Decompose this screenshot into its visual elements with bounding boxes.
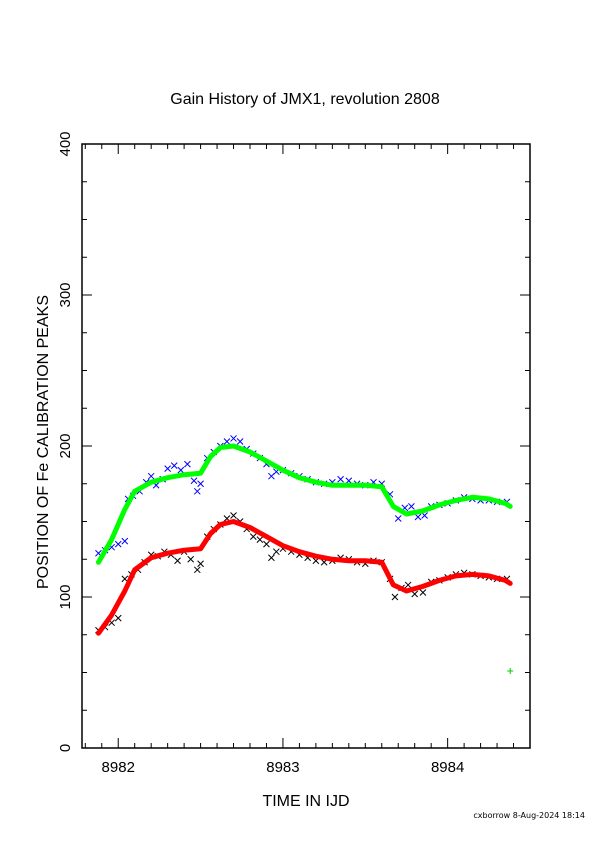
series-1-point-14 xyxy=(187,555,195,563)
series-1-point-16 xyxy=(197,560,204,568)
series-0-point-16 xyxy=(190,477,198,485)
series-0-point-3 xyxy=(114,540,122,548)
series-1-point-43 xyxy=(391,593,399,601)
plot-marks xyxy=(95,435,514,674)
x-tick-label-1: 8983 xyxy=(266,759,299,776)
series-1-point-28 xyxy=(272,548,280,556)
series-1-point-25 xyxy=(256,536,264,543)
series-1-point-47 xyxy=(419,589,427,596)
y-axis-title: POSITION OF Fe CALIBRATION PEAKS xyxy=(35,295,52,589)
series-0-point-48 xyxy=(414,513,422,521)
series-0-point-17 xyxy=(193,487,201,495)
series-0-point-14 xyxy=(177,466,185,474)
series-1-point-26 xyxy=(263,540,270,548)
plot-frame xyxy=(81,143,531,749)
series-0-point-15 xyxy=(184,460,191,468)
x-axis-title: TIME IN IJD xyxy=(262,793,349,810)
series-0-point-13 xyxy=(170,462,178,469)
series-1-point-15 xyxy=(193,566,201,574)
series-0-point-22 xyxy=(223,438,231,445)
series-0-point-47 xyxy=(408,503,415,510)
series-0-point-45 xyxy=(394,515,402,522)
footer-stamp: cxborrow 8-Aug-2024 18:14 xyxy=(473,811,585,820)
series-0-point-18 xyxy=(197,480,204,488)
series-0-point-9 xyxy=(147,472,155,480)
series-1-point-46 xyxy=(411,590,419,598)
y-tick-label-1: 100 xyxy=(57,584,74,609)
chart-title: Gain History of JMX1, revolution 2808 xyxy=(170,91,440,108)
y-tick-label-3: 300 xyxy=(57,282,74,307)
series-1-point-3 xyxy=(114,614,122,622)
series-0-point-24 xyxy=(236,438,244,445)
y-tick-label-4: 400 xyxy=(57,131,74,156)
series-1-point-12 xyxy=(174,557,181,565)
series-0-point-23 xyxy=(230,435,237,442)
series-2-curve xyxy=(96,443,513,565)
series-1-point-21 xyxy=(230,512,237,519)
series-0-point-4 xyxy=(121,537,129,545)
x-tick-label-0: 8982 xyxy=(102,759,135,776)
y-axis-ticks: 0 100 200 300 400 xyxy=(57,131,530,752)
series-0-point-39 xyxy=(345,477,353,485)
series-1-point-24 xyxy=(249,533,257,540)
series-0-point-12 xyxy=(164,465,172,473)
series-1-point-27 xyxy=(268,554,275,562)
series-1-point-45 xyxy=(404,581,412,589)
y-tick-label-0: 0 xyxy=(57,744,74,752)
series-3-curve xyxy=(96,519,513,636)
series-0-point-38 xyxy=(337,475,344,483)
x-axis-ticks: 8982 8983 8984 xyxy=(84,144,531,776)
x-tick-label-2: 8984 xyxy=(431,759,464,776)
y-tick-label-2: 200 xyxy=(57,433,74,458)
series-4-point-0 xyxy=(507,667,514,674)
